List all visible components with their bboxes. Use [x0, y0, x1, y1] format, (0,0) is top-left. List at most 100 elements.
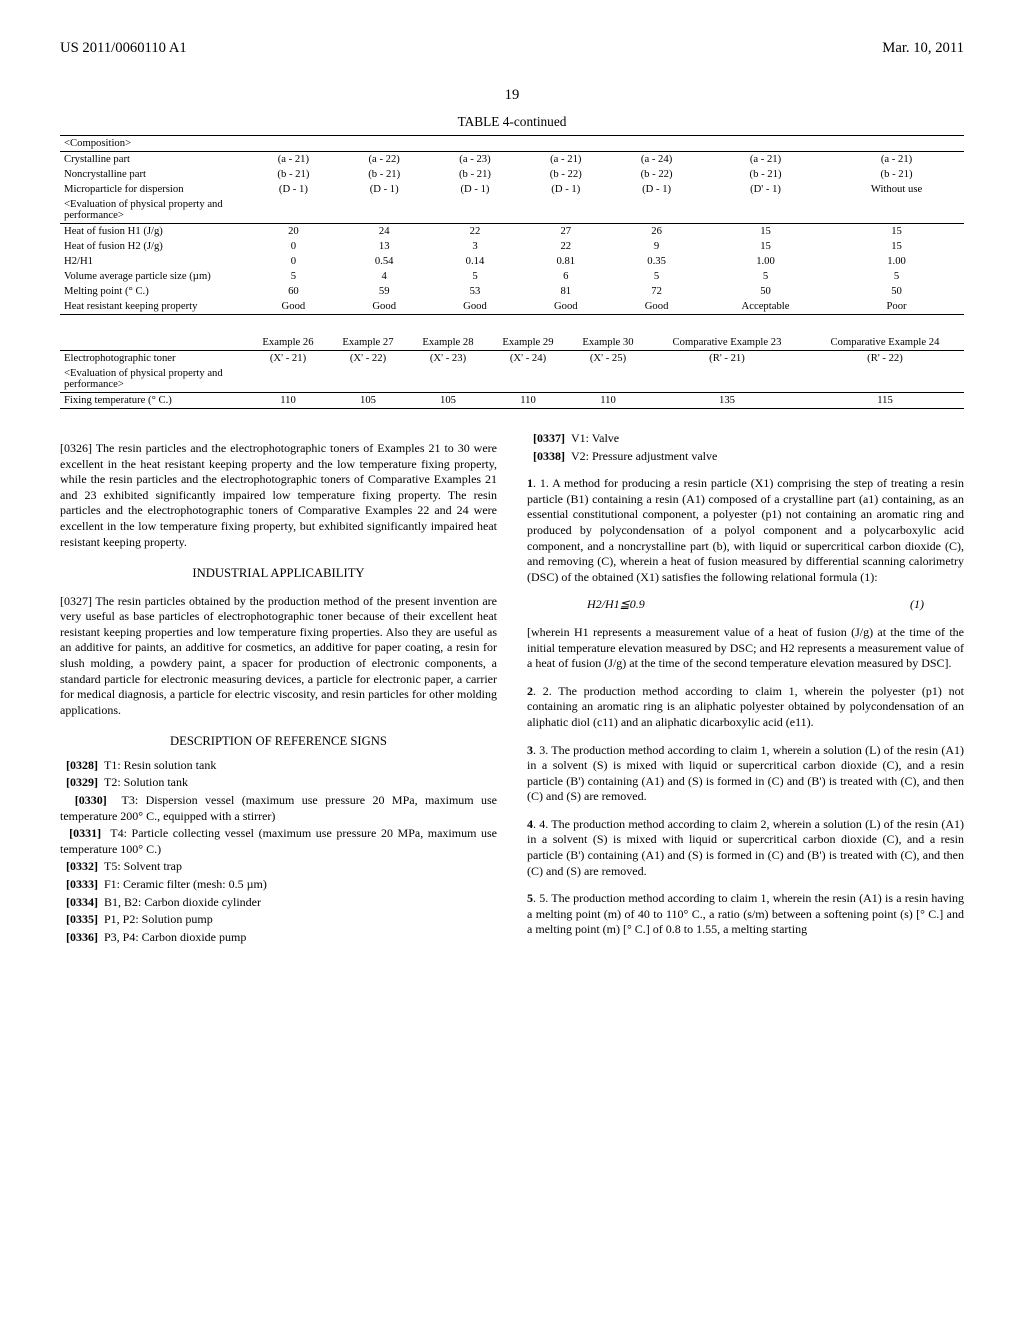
table-cell: 0.35: [611, 254, 702, 269]
table-cell: (D - 1): [339, 182, 430, 197]
page-number: 19: [60, 87, 964, 104]
table-cell: (b - 21): [702, 167, 829, 182]
table-cell: [408, 366, 488, 393]
table-cell: (X' - 23): [408, 351, 488, 367]
table-cell: 0.54: [339, 254, 430, 269]
ref-line: [0333] F1: Ceramic filter (mesh: 0.5 µm): [60, 877, 497, 893]
table-cell: 110: [248, 393, 328, 409]
page-header: US 2011/0060110 A1 Mar. 10, 2011: [60, 40, 964, 57]
ref-line: [0329] T2: Solution tank: [60, 775, 497, 791]
table-cell: 0: [248, 239, 339, 254]
ref-line: [0328] T1: Resin solution tank: [60, 758, 497, 774]
table-cell: 5: [702, 269, 829, 284]
table-cell: (b - 21): [430, 167, 521, 182]
para-0326: [0326] The resin particles and the elect…: [60, 441, 497, 550]
table-cell: 15: [829, 239, 964, 254]
table-cell: 3: [430, 239, 521, 254]
row-label: Melting point (° C.): [60, 284, 248, 299]
table-cell: 24: [339, 224, 430, 240]
table-cell: Acceptable: [702, 299, 829, 315]
table-cell: (D - 1): [611, 182, 702, 197]
row-label: Volume average particle size (µm): [60, 269, 248, 284]
row-label: Heat resistant keeping property: [60, 299, 248, 315]
table-cell: [248, 366, 328, 393]
ref-line: [0332] T5: Solvent trap: [60, 859, 497, 875]
table-cell: Good: [430, 299, 521, 315]
table-cell: [611, 197, 702, 224]
table-cell: 81: [520, 284, 611, 299]
header-right: Mar. 10, 2011: [882, 40, 964, 57]
col-header: [60, 335, 248, 351]
table-cell: 110: [488, 393, 568, 409]
claim-4: 4. 4. The production method according to…: [527, 817, 964, 879]
table-cell: (a - 24): [611, 152, 702, 168]
table-cell: 15: [829, 224, 964, 240]
ref-line: [0335] P1, P2: Solution pump: [60, 912, 497, 928]
table-cell: 53: [430, 284, 521, 299]
table-cell: 72: [611, 284, 702, 299]
table-cell: 115: [806, 393, 964, 409]
table-cell: 9: [611, 239, 702, 254]
col-header: Comparative Example 24: [806, 335, 964, 351]
table-cell: [806, 366, 964, 393]
row-label: Noncrystalline part: [60, 167, 248, 182]
table-cell: Good: [611, 299, 702, 315]
table-cell: (R' - 21): [648, 351, 806, 367]
table-cell: (X' - 24): [488, 351, 568, 367]
table-cell: 105: [408, 393, 488, 409]
table-cell: Good: [339, 299, 430, 315]
table-cell: 20: [248, 224, 339, 240]
table-cell: 135: [648, 393, 806, 409]
table-cell: (D - 1): [520, 182, 611, 197]
formula: H2/H1≦0.9 (1): [587, 597, 924, 613]
table-cell: 5: [430, 269, 521, 284]
table-cell: 60: [248, 284, 339, 299]
table-title: TABLE 4-continued: [60, 114, 964, 130]
data-table-lower: Example 26Example 27Example 28Example 29…: [60, 335, 964, 409]
table-cell: 0.14: [430, 254, 521, 269]
ref-line: [0331] T4: Particle collecting vessel (m…: [60, 826, 497, 857]
ref-line: [0338] V2: Pressure adjustment valve: [527, 449, 964, 465]
table-cell: (a - 21): [520, 152, 611, 168]
col-header: Example 26: [248, 335, 328, 351]
table-cell: Poor: [829, 299, 964, 315]
table-cell: [829, 197, 964, 224]
table-cell: 0.81: [520, 254, 611, 269]
table-cell: 15: [702, 224, 829, 240]
table-cell: 22: [520, 239, 611, 254]
header-left: US 2011/0060110 A1: [60, 40, 187, 57]
row-label: Crystalline part: [60, 152, 248, 168]
col-header: Example 27: [328, 335, 408, 351]
table-cell: 5: [611, 269, 702, 284]
table-cell: 26: [611, 224, 702, 240]
col-header: Example 29: [488, 335, 568, 351]
table-cell: (b - 21): [829, 167, 964, 182]
section-label: <Composition>: [60, 136, 248, 152]
table-cell: 27: [520, 224, 611, 240]
table-cell: [430, 197, 521, 224]
right-column: [0337] V1: Valve [0338] V2: Pressure adj…: [527, 429, 964, 950]
col-header: Comparative Example 23: [648, 335, 806, 351]
table-cell: [648, 366, 806, 393]
table-cell: (b - 21): [248, 167, 339, 182]
table-cell: (b - 22): [520, 167, 611, 182]
row-label: <Evaluation of physical property and per…: [60, 197, 248, 224]
col-header: Example 28: [408, 335, 488, 351]
claim-1b: [wherein H1 represents a measurement val…: [527, 625, 964, 672]
table-cell: 22: [430, 224, 521, 240]
table-cell: (R' - 22): [806, 351, 964, 367]
claim-2: 2. 2. The production method according to…: [527, 684, 964, 731]
table-cell: 110: [568, 393, 648, 409]
table-cell: 50: [829, 284, 964, 299]
table-cell: [339, 197, 430, 224]
table-cell: (X' - 22): [328, 351, 408, 367]
data-table-upper: <Composition> Crystalline part (a - 21)(a…: [60, 135, 964, 315]
table-cell: (D - 1): [248, 182, 339, 197]
table-cell: (a - 23): [430, 152, 521, 168]
left-column: [0326] The resin particles and the elect…: [60, 429, 497, 950]
table-cell: [702, 197, 829, 224]
table-cell: 50: [702, 284, 829, 299]
table-cell: 105: [328, 393, 408, 409]
table-cell: (b - 22): [611, 167, 702, 182]
table-cell: 6: [520, 269, 611, 284]
